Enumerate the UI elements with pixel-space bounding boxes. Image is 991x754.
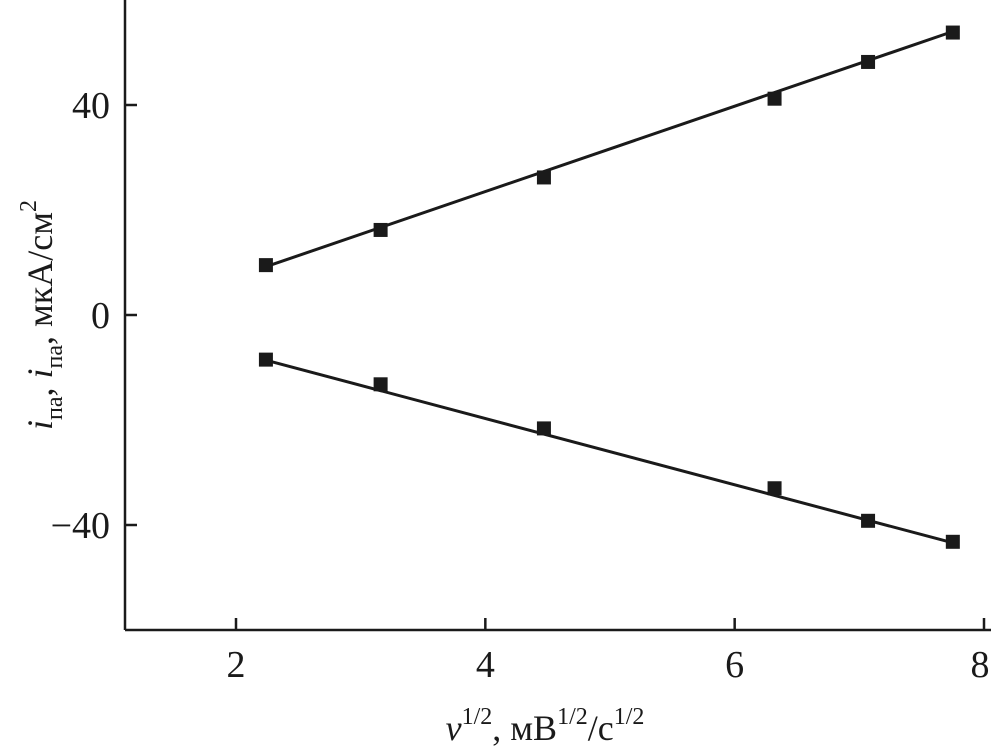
axes bbox=[123, 0, 991, 632]
data-point bbox=[536, 170, 551, 185]
data-point bbox=[373, 222, 388, 237]
ticks: 2 4 6 8 40 0 −40 bbox=[51, 85, 990, 686]
data-point bbox=[767, 91, 782, 106]
y-axis-label: iпа, iпа, мкА/см2 bbox=[16, 200, 68, 430]
data-point bbox=[373, 377, 388, 392]
fit-lines bbox=[265, 30, 954, 545]
data-points bbox=[258, 25, 960, 549]
y-tick-label: 40 bbox=[72, 85, 110, 127]
data-point bbox=[861, 513, 876, 528]
data-point bbox=[536, 421, 551, 436]
fit-line-1 bbox=[265, 30, 954, 269]
y-tick-label: −40 bbox=[51, 505, 110, 547]
x-axis-label: v1/2, мВ1/2/с1/2 bbox=[446, 704, 645, 748]
y-tick-label: 0 bbox=[91, 295, 110, 337]
fit-line-2 bbox=[265, 358, 954, 545]
data-point bbox=[767, 481, 782, 496]
data-point bbox=[258, 258, 273, 273]
x-tick-label: 8 bbox=[971, 644, 990, 686]
x-tick-label: 2 bbox=[227, 644, 246, 686]
data-point bbox=[945, 25, 960, 40]
x-tick-label: 6 bbox=[725, 644, 744, 686]
data-point bbox=[945, 534, 960, 549]
x-tick-label: 4 bbox=[476, 644, 495, 686]
data-point bbox=[258, 352, 273, 367]
data-point bbox=[861, 54, 876, 69]
